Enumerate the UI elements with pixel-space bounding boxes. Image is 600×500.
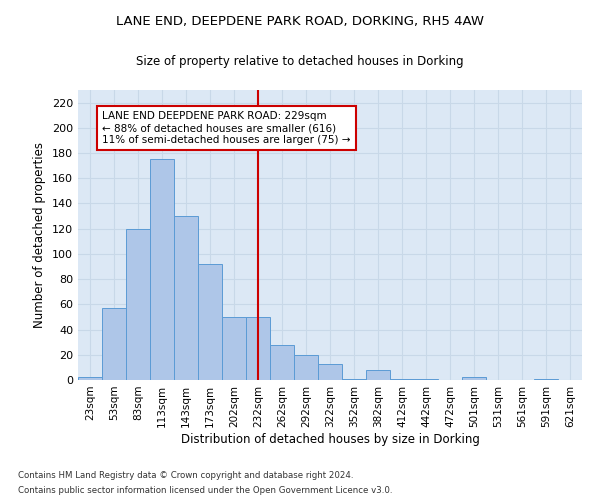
Bar bbox=[78, 378, 102, 380]
Y-axis label: Number of detached properties: Number of detached properties bbox=[34, 142, 46, 328]
Bar bbox=[342, 378, 366, 380]
Bar bbox=[126, 228, 150, 380]
Bar bbox=[366, 370, 390, 380]
Text: Contains public sector information licensed under the Open Government Licence v3: Contains public sector information licen… bbox=[18, 486, 392, 495]
Bar bbox=[318, 364, 342, 380]
Bar bbox=[246, 317, 270, 380]
Bar bbox=[102, 308, 126, 380]
Bar bbox=[534, 378, 558, 380]
Text: Size of property relative to detached houses in Dorking: Size of property relative to detached ho… bbox=[136, 55, 464, 68]
Bar bbox=[222, 317, 246, 380]
Bar bbox=[390, 378, 414, 380]
Text: LANE END, DEEPDENE PARK ROAD, DORKING, RH5 4AW: LANE END, DEEPDENE PARK ROAD, DORKING, R… bbox=[116, 15, 484, 28]
Bar bbox=[174, 216, 198, 380]
X-axis label: Distribution of detached houses by size in Dorking: Distribution of detached houses by size … bbox=[181, 432, 479, 446]
Bar bbox=[414, 378, 438, 380]
Bar bbox=[462, 378, 486, 380]
Text: LANE END DEEPDENE PARK ROAD: 229sqm
← 88% of detached houses are smaller (616)
1: LANE END DEEPDENE PARK ROAD: 229sqm ← 88… bbox=[102, 112, 350, 144]
Bar bbox=[198, 264, 222, 380]
Bar bbox=[270, 344, 294, 380]
Bar bbox=[294, 355, 318, 380]
Bar bbox=[150, 160, 174, 380]
Text: Contains HM Land Registry data © Crown copyright and database right 2024.: Contains HM Land Registry data © Crown c… bbox=[18, 471, 353, 480]
